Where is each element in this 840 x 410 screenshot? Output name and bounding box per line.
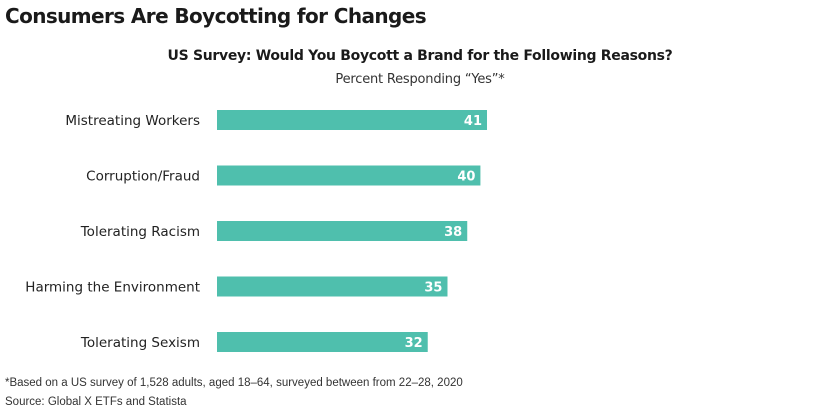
- bar-row: Tolerating Sexism 32: [80, 332, 428, 352]
- bar: [217, 221, 468, 241]
- bar-row: Tolerating Racism 38: [80, 221, 468, 241]
- value-label: 35: [424, 281, 442, 296]
- category-label: Tolerating Sexism: [80, 335, 200, 351]
- bar: [217, 276, 448, 297]
- category-label: Mistreating Workers: [65, 113, 200, 129]
- category-label: Harming the Environment: [25, 280, 200, 296]
- bar: [217, 332, 428, 352]
- headline: Consumers Are Boycotting for Changes: [5, 4, 427, 28]
- chart-title: US Survey: Would You Boycott a Brand for…: [167, 48, 673, 64]
- value-label: 41: [464, 114, 482, 129]
- footnote: *Based on a US survey of 1,528 adults, a…: [5, 377, 463, 389]
- bar-chart: Mistreating Workers 41 Corruption/Fraud 40 T…: [25, 110, 487, 352]
- bar: [217, 165, 481, 186]
- value-label: 38: [444, 225, 462, 240]
- bar-row: Harming the Environment 35: [25, 276, 448, 297]
- chart-subtitle: Percent Responding “Yes”*: [335, 72, 505, 87]
- bar: [217, 110, 487, 130]
- value-label: 40: [457, 170, 475, 185]
- bar-row: Mistreating Workers 41: [65, 110, 487, 130]
- category-label: Corruption/Fraud: [86, 169, 200, 185]
- source-note: Source: Global X ETFs and Statista: [5, 396, 187, 408]
- value-label: 32: [405, 336, 423, 351]
- category-label: Tolerating Racism: [80, 224, 200, 240]
- bar-row: Corruption/Fraud 40: [86, 165, 481, 186]
